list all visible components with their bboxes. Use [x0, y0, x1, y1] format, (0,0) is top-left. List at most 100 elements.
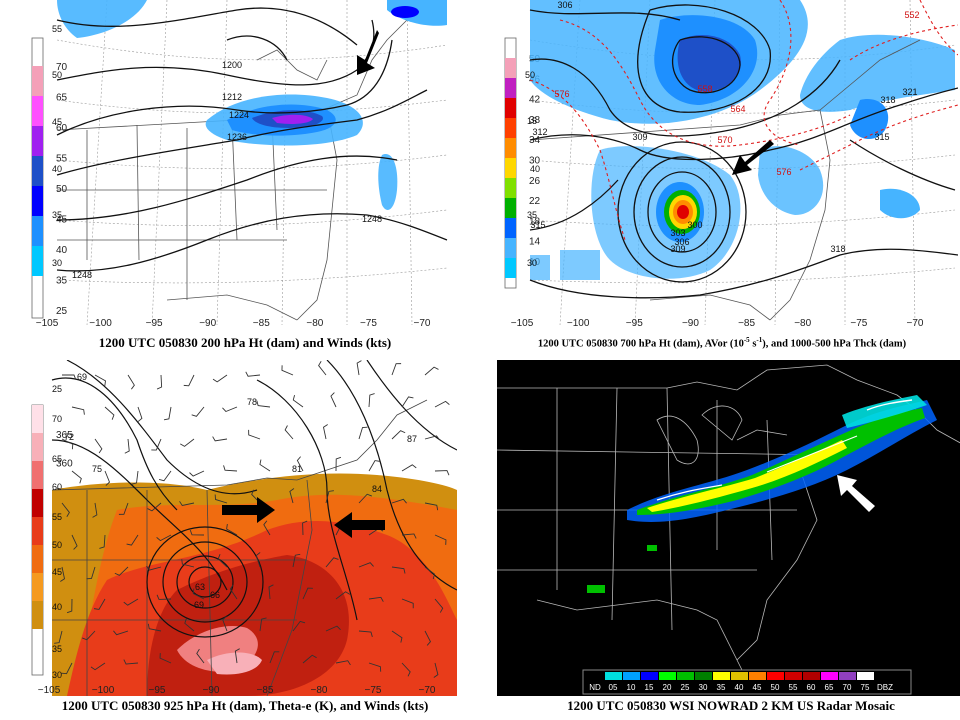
longitude-label: −100	[567, 318, 590, 329]
dbz-swatch	[587, 672, 604, 680]
dbz-label: 60	[807, 683, 816, 692]
wind-barb	[292, 620, 306, 632]
radar-echoes	[587, 395, 937, 593]
dbz-label: 10	[627, 683, 636, 692]
wind-barb	[156, 534, 172, 542]
wind-barb	[191, 406, 205, 417]
contour-label: 40	[52, 164, 62, 174]
longitude-label: −105	[38, 685, 61, 696]
contour-label: 40	[530, 164, 540, 174]
contour-label: 65	[52, 454, 62, 464]
thickness-label: 576	[554, 89, 569, 99]
wind-barb	[118, 502, 129, 515]
colorbar-label: 22	[529, 196, 541, 207]
colorbar-label: 42	[529, 95, 541, 106]
wind-barb	[159, 653, 172, 664]
contour-label: 35	[52, 210, 62, 220]
wind-barb	[433, 662, 439, 678]
contour-label: 30	[527, 258, 537, 268]
wind-barb	[391, 630, 403, 643]
wind-barb	[325, 625, 341, 632]
longitude-label: −105	[36, 318, 59, 329]
wind-barb	[391, 430, 406, 440]
colorbar-label: 14	[529, 237, 541, 248]
wind-barb	[86, 566, 96, 580]
contour-label: 25	[52, 384, 62, 394]
panel-200hpa-map: 70 65 60 55 50 45 40 35 25	[27, 0, 453, 330]
wind-barb	[368, 596, 384, 602]
wind-barb	[358, 562, 374, 568]
wind-barb	[192, 588, 205, 600]
contour-label: 84	[372, 484, 382, 494]
wind-barb	[281, 365, 294, 376]
panel-925hpa-map: 365360355350345340335330	[27, 360, 457, 696]
wind-barb	[61, 662, 73, 675]
wind-barb	[358, 630, 373, 637]
dbz-swatch	[749, 672, 766, 680]
wind-barb	[66, 598, 73, 614]
contour-label: 1212	[222, 92, 242, 102]
jet-shading	[57, 0, 447, 210]
wind-barb	[123, 598, 139, 606]
dbz-label: 40	[735, 683, 744, 692]
contour-label: 309	[670, 244, 685, 254]
thickness-label: 576	[776, 167, 791, 177]
dbz-swatch	[767, 672, 784, 680]
caption-700hpa-pre: 1200 UTC 050830 700 hPa Ht (dam), AVor (…	[537, 338, 744, 350]
longitude-label: −100	[89, 318, 112, 329]
wind-barb	[391, 363, 402, 376]
thickness-label: 570	[717, 135, 732, 145]
caption-700hpa: 1200 UTC 050830 700 hPa Ht (dam), AVor (…	[484, 336, 960, 350]
colorbar-label: 34	[529, 135, 541, 146]
contour-label: 35	[52, 644, 62, 654]
wind-barb	[60, 566, 65, 582]
wind-barb	[99, 534, 106, 549]
caption-700hpa-exp2: -1	[756, 336, 763, 344]
longitude-label: −100	[92, 685, 115, 696]
contour-label: 50	[52, 70, 62, 80]
longitude-label: −95	[146, 318, 163, 329]
contour-label: 318	[880, 95, 895, 105]
colorbar-label: 60	[56, 123, 68, 134]
dbz-swatch	[659, 672, 676, 680]
wind-barb	[137, 406, 143, 422]
wind-barb	[147, 623, 162, 632]
theta-e-shading	[52, 473, 457, 696]
caption-700hpa-post: ), and 1000-500 hPa Thck (dam)	[762, 338, 907, 350]
wind-barb	[434, 470, 450, 476]
map-area-925: 69 72 75 78 81 84 87 63 66 69 70 65 60 55 50 45 40 35 30 25	[51, 360, 457, 696]
wind-barb	[151, 438, 162, 451]
contour-label: 63	[195, 582, 205, 592]
wind-barb	[263, 520, 271, 536]
wind-barb	[62, 374, 77, 380]
wind-barb	[368, 662, 382, 672]
wind-barb	[318, 361, 327, 376]
wind-barb	[104, 406, 115, 420]
wind-barb	[113, 630, 129, 636]
contour-label: 306	[557, 0, 572, 10]
wind-barb	[289, 488, 295, 504]
colorbar-label: 38	[529, 115, 541, 126]
wind-barb	[61, 438, 74, 450]
wind-barb	[356, 360, 362, 376]
wind-barb	[401, 533, 417, 539]
colorbar-label: 65	[56, 93, 68, 104]
dbz-swatch	[821, 672, 838, 680]
dbz-label: 75	[861, 683, 870, 692]
dbz-label: 05	[609, 683, 618, 692]
wind-barb	[259, 459, 271, 472]
arrow-indicator-925-left	[222, 497, 275, 523]
wind-barb	[93, 598, 106, 610]
contour-label: 72	[64, 432, 74, 442]
wind-barb	[212, 436, 228, 442]
contour-label: 1248	[72, 270, 92, 280]
dbz-label: ND	[589, 683, 601, 692]
wind-barb	[424, 630, 431, 646]
longitude-label: −85	[738, 318, 755, 329]
contour-label: 78	[247, 397, 257, 407]
wind-barb	[401, 396, 414, 408]
colorbar-label: 30	[529, 156, 541, 167]
dbz-label: 25	[681, 683, 690, 692]
contour-label: 315	[530, 220, 545, 230]
wind-barb	[184, 618, 195, 632]
